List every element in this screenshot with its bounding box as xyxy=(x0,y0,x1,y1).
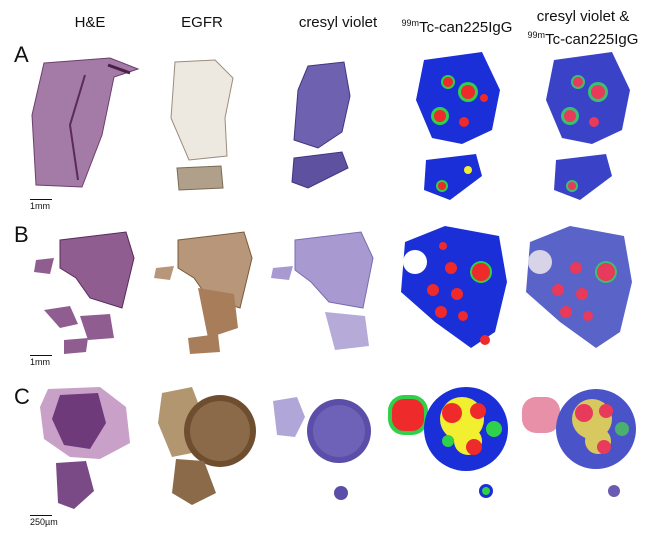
panel-c-overlay xyxy=(522,389,636,497)
scale-text-c: 250µm xyxy=(30,517,58,527)
col-header-cresyl: cresyl violet xyxy=(298,14,378,31)
row-label-b: B xyxy=(14,222,29,247)
panel-a-he xyxy=(31,57,140,188)
panel-c-egfr xyxy=(158,387,256,505)
panel-b-he xyxy=(34,231,135,354)
scale-text-a: 1mm xyxy=(30,201,50,211)
col-header-overlay: cresyl violet & 99mTc-can225IgG xyxy=(527,8,639,48)
panel-c-cresyl xyxy=(273,397,371,500)
panel-b-tc xyxy=(401,226,507,348)
scale-bar-b xyxy=(30,355,52,356)
row-label-a: A xyxy=(14,42,29,67)
panel-b-cresyl xyxy=(271,231,374,350)
panel-b-egfr xyxy=(154,231,253,354)
row-label-c: C xyxy=(14,384,30,409)
col-header-he: H&E xyxy=(74,14,106,31)
panel-a-cresyl xyxy=(291,61,351,189)
panel-c-he xyxy=(40,387,130,509)
panel-a-egfr xyxy=(170,59,234,191)
panel-c-tc xyxy=(388,387,508,498)
scale-text-b: 1mm xyxy=(30,357,50,367)
panel-a-tc xyxy=(416,52,500,200)
scale-bar-c xyxy=(30,515,52,516)
panel-b-overlay xyxy=(526,226,632,348)
panel-a-overlay xyxy=(546,52,630,200)
col-header-egfr: EGFR xyxy=(181,14,223,31)
col-header-tc: 99mTc-can225IgG xyxy=(401,18,513,36)
scale-bar-a xyxy=(30,199,52,200)
